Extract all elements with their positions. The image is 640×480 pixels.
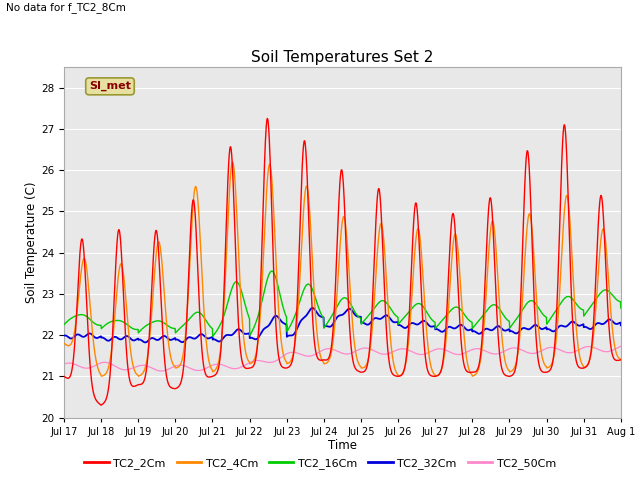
Legend: TC2_2Cm, TC2_4Cm, TC2_16Cm, TC2_32Cm, TC2_50Cm: TC2_2Cm, TC2_4Cm, TC2_16Cm, TC2_32Cm, TC… <box>80 454 560 473</box>
Text: No data for f_TC2_8Cm: No data for f_TC2_8Cm <box>6 2 126 13</box>
Text: SI_met: SI_met <box>89 81 131 92</box>
X-axis label: Time: Time <box>328 439 357 453</box>
Title: Soil Temperatures Set 2: Soil Temperatures Set 2 <box>252 49 433 65</box>
Y-axis label: Soil Temperature (C): Soil Temperature (C) <box>25 181 38 303</box>
